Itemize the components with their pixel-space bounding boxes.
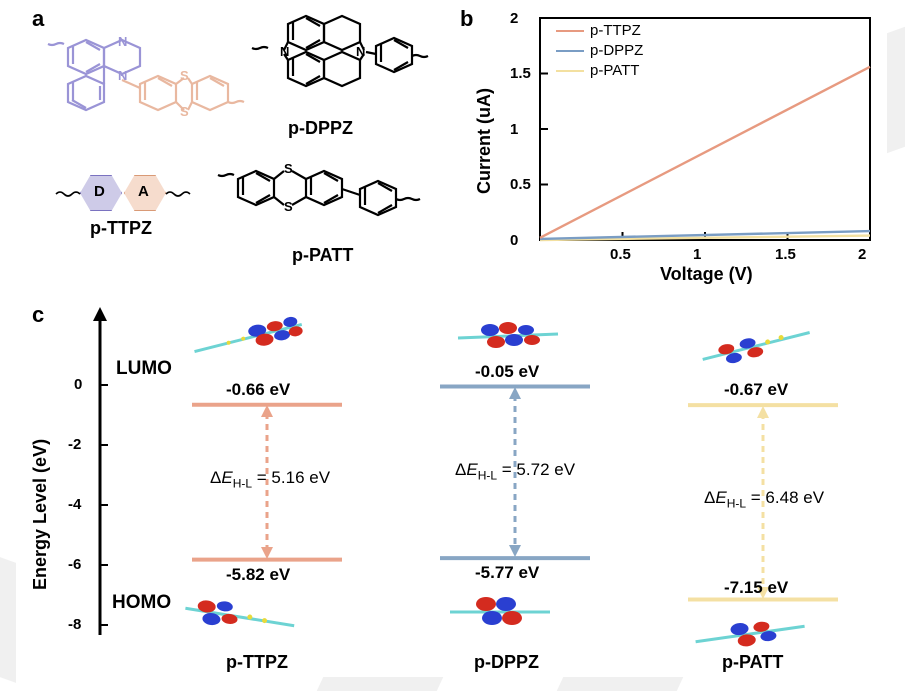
ytick-2: 1 [510, 121, 518, 138]
lumo-val-2: -0.67 eV [724, 380, 788, 400]
lumo-label: LUMO [116, 358, 172, 380]
homo-val-1: -5.77 eV [475, 563, 539, 583]
watermark-4 [557, 677, 684, 691]
orbital-homo-0 [180, 590, 300, 640]
hex-d-label: D [94, 183, 105, 200]
etick-0: 0 [74, 376, 82, 393]
energy-ylabel: Energy Level (eV) [30, 439, 51, 590]
homo-label: HOMO [112, 592, 171, 614]
ytick-3: 1.5 [510, 65, 531, 82]
ytick-4: 2 [510, 10, 518, 27]
etick-3: -6 [68, 556, 81, 573]
panel-label-c: c [32, 302, 44, 328]
gap-2: ΔEH-L = 6.48 eV [704, 488, 824, 510]
xtick-2: 1.5 [775, 246, 796, 263]
gap-0-E: E [221, 468, 232, 487]
gap-2-E: E [715, 488, 726, 507]
homo-val-2: -7.15 eV [724, 578, 788, 598]
wavy-left [54, 188, 84, 200]
ytick-1: 0.5 [510, 176, 531, 193]
gap-0-sub: H-L [233, 476, 252, 490]
gap-1-prefix: Δ [455, 460, 466, 479]
legend-item-1: p-DPPZ [556, 42, 643, 59]
orbital-homo-2 [690, 608, 810, 658]
gap-2-eq: = 6.48 eV [751, 488, 824, 507]
label-pTTPZ: p-TTPZ [90, 218, 152, 239]
svg-text:N: N [118, 34, 127, 49]
gap-1: ΔEH-L = 5.72 eV [455, 460, 575, 482]
gap-1-E: E [466, 460, 477, 479]
col-label-0: p-TTPZ [226, 652, 288, 673]
iv-chart: 0 0.5 1 1.5 2 0.5 1 1.5 2 Voltage (V) Cu… [470, 4, 888, 286]
gap-0-eq: = 5.16 eV [257, 468, 330, 487]
gap-2-prefix: Δ [704, 488, 715, 507]
iv-legend: p-TTPZ p-DPPZ p-PATT [556, 22, 643, 79]
legend-text-2: p-PATT [590, 62, 639, 79]
homo-val-0: -5.82 eV [226, 565, 290, 585]
molecule-pDPPZ: N N [228, 10, 438, 130]
ytick-0: 0 [510, 232, 518, 249]
energy-axis [60, 305, 110, 640]
gap-0-prefix: Δ [210, 468, 221, 487]
svg-text:N: N [356, 44, 365, 59]
panel-label-a: a [32, 6, 44, 32]
legend-item-2: p-PATT [556, 62, 643, 79]
legend-text-0: p-TTPZ [590, 22, 641, 39]
orbital-lumo-1 [448, 310, 568, 360]
gap-2-sub: H-L [727, 496, 746, 510]
etick-4: -8 [68, 616, 81, 633]
gap-0: ΔEH-L = 5.16 eV [210, 468, 330, 490]
col-label-1: p-DPPZ [474, 652, 539, 673]
ylabel: Current (uA) [474, 88, 495, 194]
xtick-3: 2 [858, 246, 866, 263]
hex-a-label: A [138, 183, 149, 200]
svg-text:S: S [284, 161, 293, 176]
etick-1: -2 [68, 436, 81, 453]
svg-text:S: S [284, 199, 293, 214]
label-pPATT: p-PATT [292, 245, 353, 266]
watermark-1 [887, 27, 905, 154]
etick-2: -4 [68, 496, 81, 513]
orbital-lumo-2 [696, 320, 816, 370]
wavy-right [164, 188, 194, 200]
xlabel: Voltage (V) [660, 264, 753, 285]
legend-item-0: p-TTPZ [556, 22, 643, 39]
gap-1-sub: H-L [478, 468, 497, 482]
label-pDPPZ: p-DPPZ [288, 118, 353, 139]
molecule-pPATT: S S [210, 145, 450, 250]
xtick-1: 1 [693, 246, 701, 263]
lumo-val-0: -0.66 eV [226, 380, 290, 400]
watermark-2 [0, 557, 16, 683]
orbital-homo-1 [440, 586, 560, 636]
lumo-val-1: -0.05 eV [475, 362, 539, 382]
gap-1-eq: = 5.72 eV [502, 460, 575, 479]
xtick-0: 0.5 [610, 246, 631, 263]
legend-text-1: p-DPPZ [590, 42, 643, 59]
orbital-lumo-0 [188, 312, 308, 362]
watermark-3 [317, 677, 444, 691]
